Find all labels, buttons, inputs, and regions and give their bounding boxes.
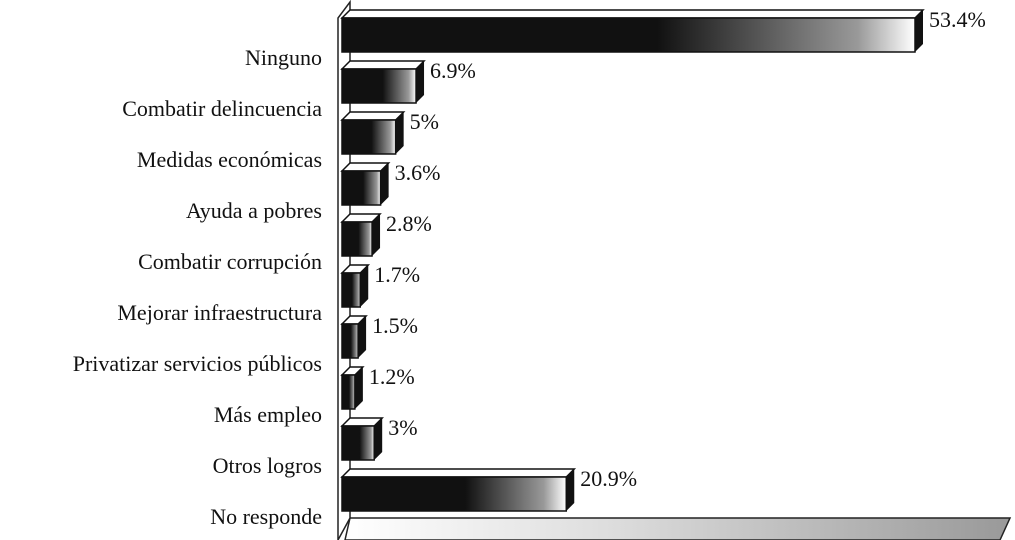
floor [344,517,1012,540]
bar-side [372,214,381,256]
bar-side [395,112,404,154]
bar-side [566,469,575,511]
bar-side [358,316,367,358]
bar [341,323,359,359]
bar [341,425,375,461]
bar [341,170,382,206]
bar-top [340,9,925,19]
bar [341,119,397,155]
value-label: 5% [410,109,439,134]
value-label: 3% [388,415,417,440]
category-label: Medidas económicas [137,147,322,172]
category-label: Ninguno [245,45,322,70]
category-label: Combatir corrupción [138,249,322,274]
value-label: 6.9% [430,58,476,83]
value-label: 20.9% [580,466,637,491]
category-label: Mejorar infraestructura [117,300,322,325]
bar-top [340,468,577,478]
category-label: Más empleo [214,402,322,427]
value-label: 1.7% [374,262,420,287]
bar [341,272,361,308]
bar-side [374,418,383,460]
value-label: 2.8% [386,211,432,236]
value-label: 1.5% [372,313,418,338]
bar [341,221,373,257]
bar-side [380,163,389,205]
bar [341,68,417,104]
category-label: Otros logros [213,453,322,478]
value-label: 3.6% [395,160,441,185]
value-label: 53.4% [929,7,986,32]
bar-top [340,111,406,121]
category-label: No responde [210,504,322,529]
bar-top [340,162,391,172]
value-label: 1.2% [369,364,415,389]
category-label: Ayuda a pobres [186,198,322,223]
bar-top [340,60,426,70]
bar-side [915,10,923,52]
bar [341,374,356,410]
bar-side [416,61,425,103]
bar [341,476,568,512]
bar-side [354,367,363,409]
bar-side [360,265,369,307]
category-label: Combatir delincuencia [122,96,322,121]
category-label: Privatizar servicios públicos [73,351,322,376]
bar [341,17,916,53]
